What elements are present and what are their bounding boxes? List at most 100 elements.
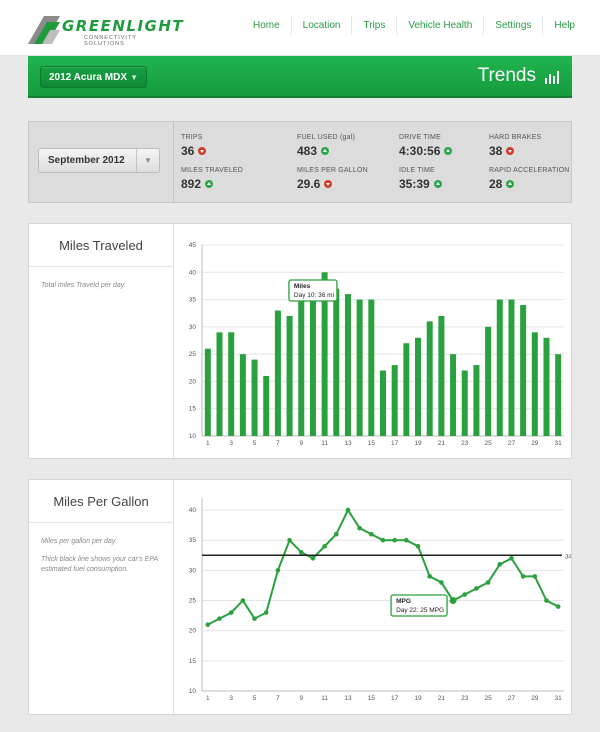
nav-home[interactable]: Home [252,20,280,31]
mpg-panel: Miles Per Gallon Miles per gallon per da… [28,479,572,715]
nav-location[interactable]: Location [290,16,352,35]
x-tick-label: 17 [391,695,399,702]
mpg-point [345,507,351,513]
title-bar: 2012 Acura MDX ▼ Trends [28,56,572,98]
x-tick-label: 15 [368,440,376,447]
stat-rapid-acceleration: RAPID ACCELERATION 28 [489,167,599,191]
stat-label: IDLE TIME [399,167,435,174]
y-tick-label: 40 [189,507,197,514]
mpg-tooltip-text: Day 22: 25 MPG [396,607,444,614]
bar [391,365,398,436]
bar [450,354,457,436]
bar [496,299,503,436]
mpg-point [415,543,421,549]
y-tick-label: 45 [189,242,197,249]
bar [461,370,468,436]
stat-trips: TRIPS 36 [181,134,291,158]
x-tick-label: 31 [555,440,563,447]
stat-label: MILES TRAVELED [181,167,244,174]
mpg-point [228,610,234,615]
mpg-point [392,537,397,543]
mpg-point [404,537,409,543]
month-select[interactable]: September 2012 ▼ [38,148,160,173]
bar [298,299,305,436]
stat-hard-brakes: HARD BRAKES 38 [489,134,599,158]
mpg-point [310,556,316,561]
stat-label: HARD BRAKES [489,134,542,141]
x-tick-label: 7 [276,440,280,447]
stat-value-row: 38 [489,144,599,158]
y-tick-label: 25 [189,598,197,605]
mpg-point [485,580,491,585]
bar [333,288,340,436]
x-tick-label: 21 [438,695,446,702]
mpg-side: Miles Per Gallon Miles per gallon per da… [29,480,174,714]
mpg-point [298,549,304,555]
bar [321,272,328,436]
bar [368,299,375,436]
y-tick-label: 30 [189,567,197,574]
x-tick-label: 19 [414,440,422,447]
stat-value-row: 35:39 [399,177,509,191]
miles-traveled-panel: Miles Traveled Total miles Traveld per d… [28,223,572,459]
stat-value-row: 4:30:56 [399,144,509,158]
stat-label: RAPID ACCELERATION [489,167,570,174]
vehicle-select[interactable]: 2012 Acura MDX ▼ [40,66,147,88]
logo-wordmark: GREENLIGHT [62,17,185,35]
bar [204,348,211,436]
bar [438,315,445,436]
logo-mark-icon [28,16,60,44]
x-tick-label: 27 [508,695,516,702]
y-tick-label: 30 [189,324,197,331]
mpg-tooltip-title: MPG [396,598,411,605]
stat-fuel-used-gal: FUEL USED (gal) 483 [297,134,407,158]
trend-up-icon [205,180,214,188]
chevron-down-icon: ▼ [144,156,152,165]
bar [274,310,281,436]
stat-label: MILES PER GALLON [297,167,368,174]
y-tick-label: 35 [189,297,197,304]
bar [356,299,363,436]
nav-trips[interactable]: Trips [351,16,396,35]
mpg-point [509,556,514,561]
bar [380,370,386,436]
bar [251,359,258,436]
mpg-point [555,604,561,609]
x-tick-label: 5 [253,440,257,447]
mpg-description-line2: Thick black line shows your car's EPA es… [41,556,158,573]
trend-down-icon [198,147,207,155]
stat-value: 35:39 [399,177,430,191]
miles-panel-description: Total miles Traveld per day. [41,282,126,289]
miles-tooltip-text: Day 10: 36 mi [294,292,334,299]
y-tick-label: 15 [189,406,197,413]
mpg-point [474,586,479,591]
mpg-point [449,597,457,605]
nav-vehicle-health[interactable]: Vehicle Health [396,16,483,35]
nav-help[interactable]: Help [542,16,586,35]
x-tick-label: 5 [253,695,257,702]
nav-settings[interactable]: Settings [483,16,542,35]
bar [426,321,433,436]
month-select-value: September 2012 [48,155,125,166]
mpg-point [439,580,444,585]
mpg-point [532,574,538,579]
trend-up-icon [506,180,515,188]
stat-miles-per-gallon: MILES PER GALLON 29.6 [297,167,407,191]
greenlight-logo[interactable]: GREENLIGHT CONNECTIVITY SOLUTIONS [28,12,183,47]
bar [508,299,515,436]
bar [415,337,422,436]
mpg-point [497,562,503,567]
trend-up-icon [444,147,453,155]
bar [531,332,538,436]
stat-value: 4:30:56 [399,144,441,158]
mpg-panel-description: Miles per gallon per day. Thick black li… [29,523,173,575]
bar [228,332,235,436]
x-tick-label: 7 [276,695,280,702]
bar [216,332,223,436]
stat-value: 483 [297,144,318,158]
y-tick-label: 35 [189,537,197,544]
mpg-point [357,525,362,531]
miles-tooltip-title: Miles [294,283,311,290]
x-tick-label: 21 [438,440,446,447]
